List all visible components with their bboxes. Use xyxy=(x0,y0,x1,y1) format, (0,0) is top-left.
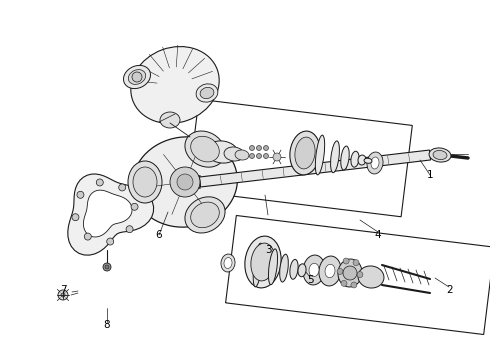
Ellipse shape xyxy=(191,136,220,162)
Circle shape xyxy=(103,263,111,271)
Ellipse shape xyxy=(338,259,362,287)
Ellipse shape xyxy=(206,141,238,163)
Circle shape xyxy=(273,153,281,161)
Ellipse shape xyxy=(364,158,372,163)
Ellipse shape xyxy=(429,148,451,162)
Text: 1: 1 xyxy=(427,170,433,180)
Ellipse shape xyxy=(191,202,220,228)
Circle shape xyxy=(343,258,349,264)
Ellipse shape xyxy=(224,257,232,269)
Ellipse shape xyxy=(331,141,340,173)
Text: 8: 8 xyxy=(104,320,110,330)
Ellipse shape xyxy=(433,150,447,159)
Ellipse shape xyxy=(325,264,335,278)
Circle shape xyxy=(107,238,114,245)
Ellipse shape xyxy=(235,150,249,160)
Text: 7: 7 xyxy=(60,285,66,295)
Text: 4: 4 xyxy=(375,230,381,240)
Ellipse shape xyxy=(128,161,162,203)
Ellipse shape xyxy=(160,112,180,128)
Circle shape xyxy=(264,153,269,158)
Ellipse shape xyxy=(245,236,281,288)
Circle shape xyxy=(72,214,79,221)
Ellipse shape xyxy=(309,263,319,277)
Ellipse shape xyxy=(185,131,225,167)
Circle shape xyxy=(126,226,133,233)
Ellipse shape xyxy=(269,249,277,285)
Ellipse shape xyxy=(200,87,214,99)
Ellipse shape xyxy=(133,167,157,197)
Ellipse shape xyxy=(290,131,320,175)
Ellipse shape xyxy=(319,256,341,286)
Ellipse shape xyxy=(221,254,235,272)
Circle shape xyxy=(131,203,138,210)
Ellipse shape xyxy=(133,137,237,227)
Text: 6: 6 xyxy=(156,230,162,240)
Circle shape xyxy=(105,265,109,269)
Ellipse shape xyxy=(316,135,325,175)
Ellipse shape xyxy=(123,66,150,89)
Circle shape xyxy=(58,290,68,300)
Ellipse shape xyxy=(251,243,275,281)
Polygon shape xyxy=(83,190,132,237)
Ellipse shape xyxy=(298,264,306,277)
Ellipse shape xyxy=(358,155,366,165)
Circle shape xyxy=(119,184,126,191)
Polygon shape xyxy=(68,174,153,255)
Circle shape xyxy=(249,145,254,150)
Circle shape xyxy=(337,269,343,274)
Polygon shape xyxy=(199,150,431,187)
Text: 5: 5 xyxy=(307,275,313,285)
Circle shape xyxy=(256,145,262,150)
Circle shape xyxy=(341,280,347,287)
Ellipse shape xyxy=(131,46,219,123)
Ellipse shape xyxy=(290,260,298,279)
Circle shape xyxy=(353,260,359,266)
Ellipse shape xyxy=(253,243,263,287)
Circle shape xyxy=(256,153,262,158)
Text: 3: 3 xyxy=(265,245,271,255)
Ellipse shape xyxy=(280,254,288,282)
Ellipse shape xyxy=(303,255,325,285)
Ellipse shape xyxy=(295,137,315,169)
Ellipse shape xyxy=(358,266,384,288)
Ellipse shape xyxy=(196,84,218,102)
Ellipse shape xyxy=(351,151,359,167)
Circle shape xyxy=(97,179,103,186)
Ellipse shape xyxy=(224,147,244,161)
Ellipse shape xyxy=(367,152,383,174)
Circle shape xyxy=(343,266,357,280)
Ellipse shape xyxy=(128,69,146,84)
Circle shape xyxy=(170,167,200,197)
Circle shape xyxy=(177,174,193,190)
Circle shape xyxy=(264,145,269,150)
Circle shape xyxy=(84,233,91,240)
Ellipse shape xyxy=(185,197,225,233)
Circle shape xyxy=(61,293,65,297)
Circle shape xyxy=(357,271,363,278)
Circle shape xyxy=(249,153,254,158)
Ellipse shape xyxy=(341,146,349,170)
Text: 2: 2 xyxy=(447,285,453,295)
Ellipse shape xyxy=(371,157,379,169)
Circle shape xyxy=(77,191,84,198)
Circle shape xyxy=(132,72,142,82)
Circle shape xyxy=(351,282,357,288)
